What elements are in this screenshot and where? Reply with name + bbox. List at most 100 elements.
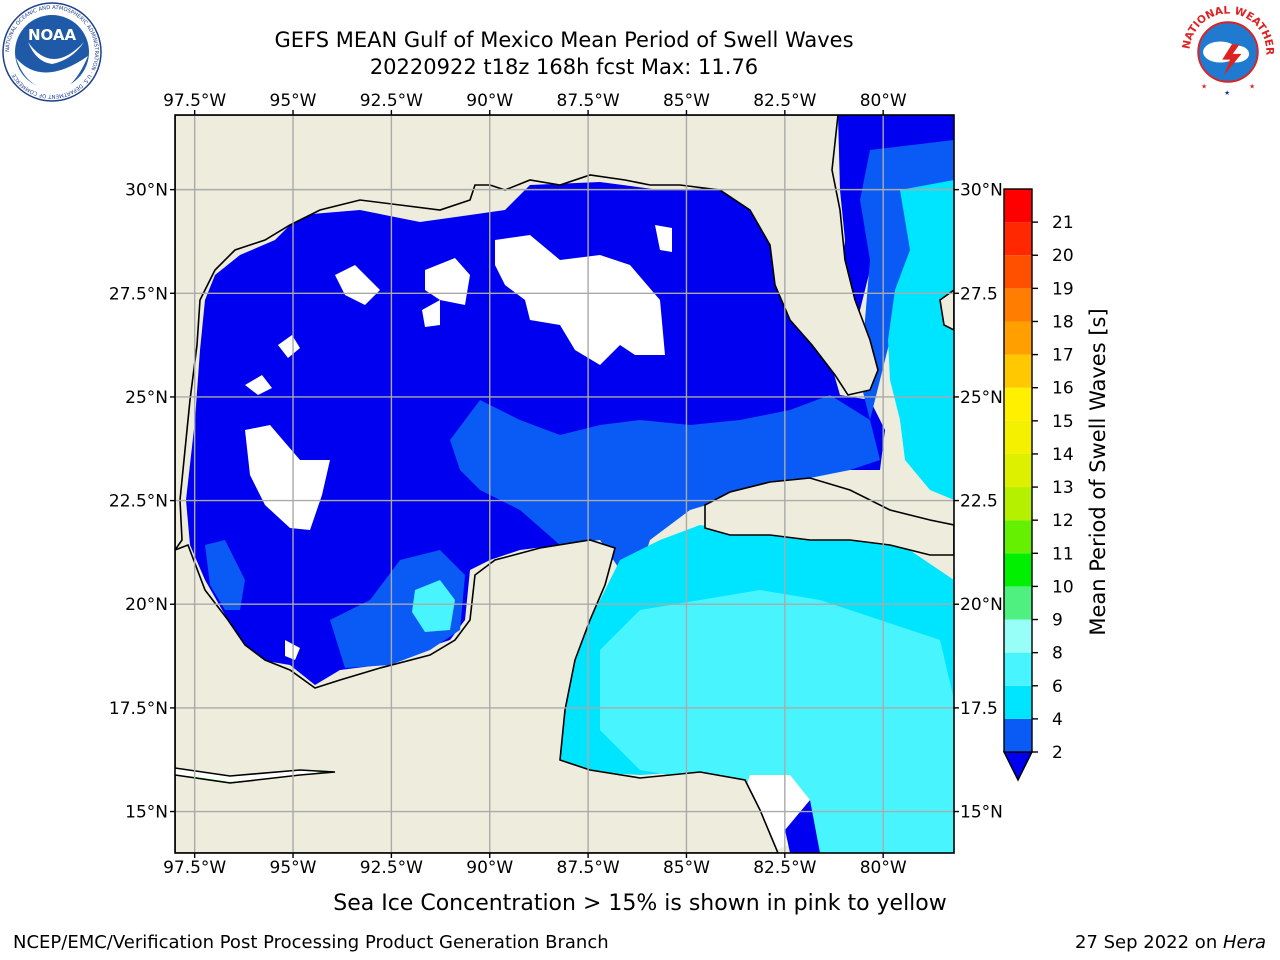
colorbar-tick-label: 19	[1052, 279, 1074, 299]
colorbar-tick-label: 8	[1052, 644, 1063, 664]
colorbar-segment	[1004, 453, 1032, 488]
land-us-gulf-coast	[175, 115, 879, 552]
chart-subtitle: 20220922 t18z 168h fcst Max: 11.76	[369, 55, 759, 79]
lon-label-bottom: 92.5°W	[360, 858, 423, 878]
footer-date: 27 Sep 2022 on Hera	[1075, 932, 1266, 953]
footer-date-text: 27 Sep 2022 on	[1075, 932, 1223, 953]
colorbar-under-triangle	[1002, 751, 1034, 782]
colorbar-segment	[1004, 222, 1032, 256]
colorbar-segment	[1004, 354, 1032, 388]
lat-label-left: 17.5°N	[109, 699, 168, 719]
land-mexico-central-america	[175, 539, 779, 853]
lat-label-right: 27.5	[960, 284, 998, 304]
lat-label-right: 25°N	[960, 388, 1003, 408]
lat-label-left: 15°N	[125, 803, 168, 823]
land-cuba	[704, 477, 954, 556]
lon-label-bottom: 82.5°W	[753, 858, 816, 878]
lon-label-bottom: 87.5°W	[557, 858, 620, 878]
colorbar-tick-label: 10	[1052, 577, 1074, 597]
nws-logo: NATIONAL WEATHER SERVICE ★ ★ ★	[1180, 4, 1275, 99]
honduras-dark-blue	[785, 800, 820, 853]
colorbar-segment	[1004, 487, 1032, 521]
caribbean-light-cyan-field	[600, 590, 954, 853]
colorbar-frame	[1003, 188, 1033, 753]
colorbar-segment	[1004, 586, 1032, 620]
graticule	[175, 115, 954, 853]
colorbar-tick-label: 18	[1052, 312, 1074, 332]
colorbar-segment	[1004, 718, 1032, 752]
no-data-patch-s2	[278, 335, 300, 358]
colorbar-segment	[1004, 520, 1032, 554]
lon-labels-bottom: 97.5°W 95°W 92.5°W 90°W 87.5°W 85°W 82.5°W 80°W	[163, 858, 907, 878]
no-data-patch-fl	[655, 225, 672, 252]
western-shelf-medium-blue	[205, 540, 245, 610]
lon-label-top: 90°W	[466, 91, 513, 111]
colorbar-tick-label: 9	[1052, 611, 1063, 631]
lat-label-right: 20°N	[960, 595, 1003, 615]
lat-label-left: 25°N	[125, 388, 168, 408]
colorbar-tick-label: 13	[1052, 478, 1074, 498]
colorbar-segment	[1004, 420, 1032, 454]
chart-title: GEFS MEAN Gulf of Mexico Mean Period of …	[274, 28, 854, 52]
lat-label-left: 20°N	[125, 595, 168, 615]
colorbar-tick-label: 17	[1052, 346, 1074, 366]
colorbar-segment	[1004, 685, 1032, 719]
lat-label-right: 30°N	[960, 181, 1003, 201]
lon-label-bottom: 97.5°W	[163, 858, 226, 878]
colorbar-tick-label: 6	[1052, 677, 1063, 697]
lon-label-bottom: 85°W	[663, 858, 710, 878]
lat-label-right: 15°N	[960, 803, 1003, 823]
no-data-patch-n1	[335, 265, 380, 305]
yucatan-channel-cyan	[412, 580, 455, 632]
colorbar-tick-label: 15	[1052, 412, 1074, 432]
lat-label-left: 30°N	[125, 181, 168, 201]
colorbar-label: Mean Period of Swell Waves [s]	[1086, 308, 1110, 636]
colorbar-tick-label: 11	[1052, 544, 1074, 564]
colorbar-segment	[1004, 189, 1032, 223]
colorbar-tick-label: 12	[1052, 511, 1074, 531]
lon-label-top: 92.5°W	[360, 91, 423, 111]
gulf-medium-blue-band	[450, 395, 880, 570]
colorbar-segment	[1004, 321, 1032, 355]
lon-label-bottom: 80°W	[860, 858, 907, 878]
colorbar-tick-label: 21	[1052, 213, 1074, 233]
svg-text:★: ★	[1249, 82, 1255, 90]
colorbar-segment	[1004, 553, 1032, 587]
colorbar-tick-label: 14	[1052, 445, 1074, 465]
lon-label-bottom: 90°W	[466, 858, 513, 878]
colorbar-segment	[1004, 255, 1032, 289]
noaa-logo-text: NOAA	[28, 26, 77, 44]
colorbar-segment	[1004, 652, 1032, 686]
lon-label-top: 82.5°W	[753, 91, 816, 111]
svg-text:★: ★	[1224, 89, 1230, 97]
colorbar-tick-label: 4	[1052, 710, 1063, 730]
colorbar-segment	[1004, 619, 1032, 653]
footer-host: Hera	[1222, 932, 1266, 953]
colorbar: 2 4 6 8 9 10 11 12 13 14 15 16 17 18 19 20 21	[1002, 188, 1074, 782]
atlantic-cyan	[888, 180, 954, 500]
no-data-patch-s1	[245, 375, 272, 395]
colorbar-tick-label: 2	[1052, 743, 1063, 763]
colorbar-segment	[1004, 387, 1032, 421]
map-frame	[174, 114, 955, 854]
lat-label-right: 22.5	[960, 492, 998, 512]
lon-label-top: 97.5°W	[163, 91, 226, 111]
lon-label-top: 85°W	[663, 91, 710, 111]
no-data-patch-w	[245, 425, 330, 530]
colorbar-tick-label: 20	[1052, 246, 1074, 266]
sea-ice-caption: Sea Ice Concentration > 15% is shown in …	[333, 891, 947, 916]
no-data-patch-n3	[422, 300, 440, 327]
footer-credit: NCEP/EMC/Verification Post Processing Pr…	[13, 932, 609, 953]
axis-ticks	[170, 110, 959, 858]
lat-labels-left: 30°N 27.5°N 25°N 22.5°N 20°N 17.5°N 15°N	[109, 181, 168, 823]
lat-label-left: 22.5°N	[109, 492, 168, 512]
colorbar-tick-label: 16	[1052, 379, 1074, 399]
lon-label-bottom: 95°W	[270, 858, 317, 878]
noaa-logo: NOAA NATIONAL OCEANIC AND ATMOSPHERIC AD…	[2, 2, 102, 102]
bay-campeche-medium-blue	[330, 550, 465, 668]
lon-label-top: 80°W	[860, 91, 907, 111]
lon-label-top: 95°W	[270, 91, 317, 111]
lon-label-top: 87.5°W	[557, 91, 620, 111]
lat-label-left: 27.5°N	[109, 284, 168, 304]
